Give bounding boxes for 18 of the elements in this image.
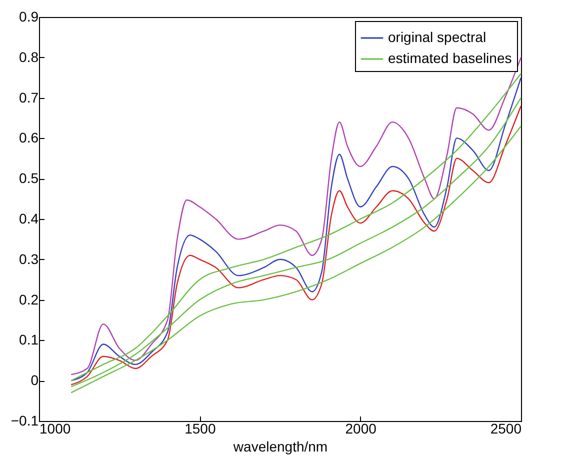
y-tick-label: 0 <box>30 372 39 388</box>
y-tick-label: −0.1 <box>10 412 39 428</box>
y-tick-label: 0.2 <box>19 291 39 308</box>
y-tick-label: 0.4 <box>19 210 39 226</box>
y-tick-label: 0.3 <box>19 250 39 267</box>
x-tick-label: 1500 <box>184 420 216 436</box>
x-tick-label: 2500 <box>490 420 522 436</box>
legend-label: original spectral <box>388 29 486 45</box>
y-tick-label: 0.5 <box>19 170 39 186</box>
x-tick-label: 2000 <box>345 420 377 436</box>
y-tick-label: 0.9 <box>19 8 39 24</box>
y-tick-label: 0.8 <box>19 48 39 65</box>
legend-label: estimated baselines <box>388 50 512 66</box>
y-tick-label: 0.6 <box>19 130 39 146</box>
x-tick-label: 1000 <box>40 420 71 436</box>
y-tick-label: 0.1 <box>19 332 39 348</box>
x-axis-title: wavelength/nm <box>232 438 328 454</box>
y-tick-label: 0.7 <box>19 89 39 106</box>
